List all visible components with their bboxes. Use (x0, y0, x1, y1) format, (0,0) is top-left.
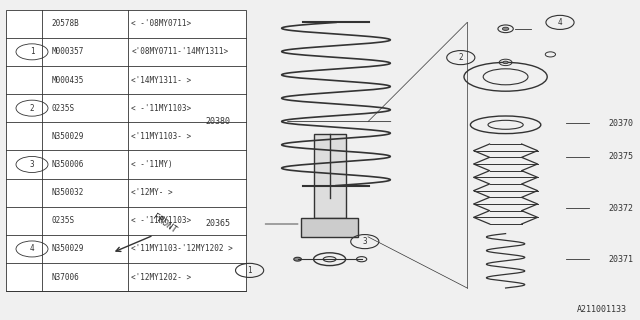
Text: N350006: N350006 (51, 160, 84, 169)
Text: N350029: N350029 (51, 132, 84, 141)
Text: 1: 1 (29, 47, 35, 56)
Text: 20371: 20371 (609, 255, 634, 264)
Text: <'08MY0711-'14MY1311>: <'08MY0711-'14MY1311> (131, 47, 228, 56)
Circle shape (503, 61, 508, 64)
Text: 20372: 20372 (609, 204, 634, 212)
Text: 0235S: 0235S (51, 104, 74, 113)
Text: M000435: M000435 (51, 76, 84, 84)
Circle shape (294, 257, 301, 261)
Text: 1: 1 (247, 266, 252, 275)
Text: < -'08MY0711>: < -'08MY0711> (131, 19, 191, 28)
Text: <'11MY1103- >: <'11MY1103- > (131, 132, 191, 141)
FancyBboxPatch shape (301, 218, 358, 237)
Text: <'12MY1202- >: <'12MY1202- > (131, 273, 191, 282)
Text: 20380: 20380 (205, 117, 230, 126)
Text: 0235S: 0235S (51, 216, 74, 225)
Text: 2: 2 (29, 104, 35, 113)
Text: 3: 3 (362, 237, 367, 246)
Circle shape (502, 27, 509, 30)
Text: <'12MY- >: <'12MY- > (131, 188, 173, 197)
Text: < -'11MY1103>: < -'11MY1103> (131, 104, 191, 113)
Text: 20370: 20370 (609, 119, 634, 128)
Text: <'11MY1103-'12MY1202 >: <'11MY1103-'12MY1202 > (131, 244, 233, 253)
Text: <'14MY1311- >: <'14MY1311- > (131, 76, 191, 84)
FancyBboxPatch shape (6, 10, 246, 291)
Text: 4: 4 (557, 18, 563, 27)
FancyBboxPatch shape (314, 134, 346, 218)
Text: N37006: N37006 (51, 273, 79, 282)
Text: 2: 2 (458, 53, 463, 62)
Text: 3: 3 (29, 160, 35, 169)
Text: < -'11MY1103>: < -'11MY1103> (131, 216, 191, 225)
Text: 20365: 20365 (205, 220, 230, 228)
Text: 4: 4 (29, 244, 35, 253)
Text: 20578B: 20578B (51, 19, 79, 28)
Text: N350032: N350032 (51, 188, 84, 197)
Text: M000357: M000357 (51, 47, 84, 56)
Text: N350029: N350029 (51, 244, 84, 253)
Text: A211001133: A211001133 (577, 305, 627, 314)
Text: FRONT: FRONT (150, 212, 177, 235)
Text: 20375: 20375 (609, 152, 634, 161)
Text: < -'11MY): < -'11MY) (131, 160, 173, 169)
